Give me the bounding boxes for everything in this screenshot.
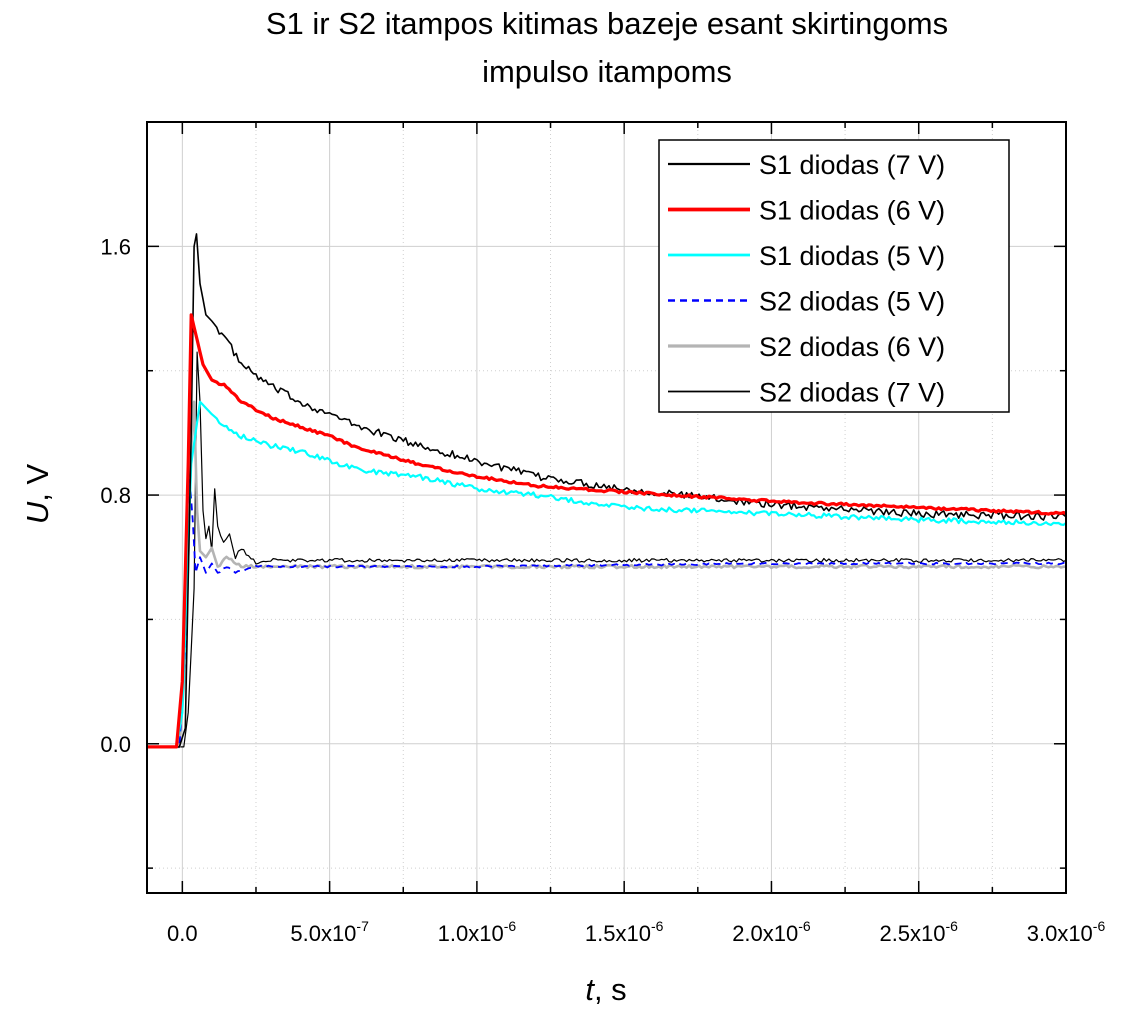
- y-axis-label: U: [20, 501, 55, 524]
- legend-label: S1 diodas (6 V): [759, 196, 945, 226]
- chart-title-line-1: S1 ir S2 itampos kitimas bazeje esant sk…: [265, 6, 949, 41]
- legend: S1 diodas (7 V) S1 diodas (6 V) S1 diodas …: [658, 139, 1010, 413]
- x-tick-label: 0.0: [167, 921, 198, 946]
- x-axis-unit: , s: [594, 972, 627, 1007]
- series-line: [147, 313, 1067, 749]
- legend-label: S2 diodas (6 V): [759, 332, 945, 362]
- x-tick-label: 5.0x10-7: [290, 918, 369, 946]
- series-line: [147, 351, 1067, 748]
- series-layer: [147, 233, 1067, 749]
- x-tick-label: 1.5x10-6: [585, 918, 664, 946]
- legend-label: S2 diodas (7 V): [759, 378, 945, 408]
- y-axis-unit: , V: [20, 464, 55, 502]
- series-line: [147, 400, 1067, 749]
- y-tick-label: 1.6: [100, 234, 131, 259]
- y-tick-label: 0.0: [100, 732, 131, 757]
- series-line: [147, 478, 1067, 748]
- x-axis-label: t: [585, 972, 595, 1007]
- tick-labels: 0.0 0.8 1.6 0.0 5.0x10-7 1.0x10-6 1.5x10-6 2.0x…: [100, 234, 1105, 946]
- axis-ticks: [147, 122, 1067, 893]
- series-line: [147, 400, 1067, 749]
- plot-frame: [146, 121, 1067, 894]
- legend-label: S2 diodas (5 V): [759, 287, 945, 317]
- legend-label: S1 diodas (5 V): [759, 241, 945, 271]
- legend-label: S1 diodas (7 V): [759, 150, 945, 180]
- x-axis-title: t, s: [585, 972, 626, 1007]
- legend-box: [658, 139, 1010, 413]
- series-line: [147, 233, 1067, 748]
- x-tick-label: 3.0x10-6: [1027, 918, 1106, 946]
- x-tick-label: 2.5x10-6: [879, 918, 958, 946]
- y-tick-label: 0.8: [100, 483, 131, 508]
- y-axis-title: U, V: [20, 464, 55, 525]
- chart-title-line-2: impulso itampoms: [482, 54, 732, 89]
- x-tick-label: 2.0x10-6: [732, 918, 811, 946]
- x-tick-label: 1.0x10-6: [438, 918, 517, 946]
